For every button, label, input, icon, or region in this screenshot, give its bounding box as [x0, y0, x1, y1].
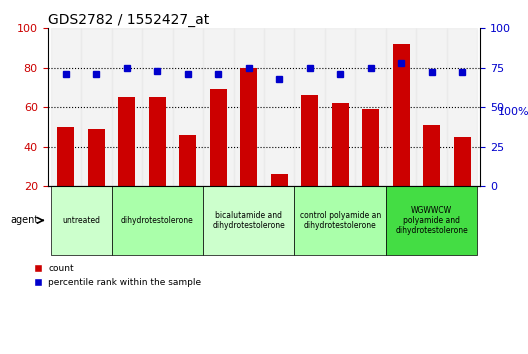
Bar: [51, 28, 81, 186]
Text: GDS2782 / 1552427_at: GDS2782 / 1552427_at: [48, 13, 209, 27]
FancyBboxPatch shape: [111, 186, 203, 255]
Bar: [240, 68, 257, 186]
Bar: [271, 174, 288, 186]
Bar: [393, 44, 410, 186]
Bar: [423, 125, 440, 186]
Y-axis label: 100%: 100%: [498, 107, 528, 117]
Bar: [447, 28, 477, 186]
Bar: [362, 109, 379, 186]
Legend: count, percentile rank within the sample: count, percentile rank within the sample: [31, 261, 205, 290]
Bar: [355, 28, 386, 186]
Bar: [454, 137, 470, 186]
FancyBboxPatch shape: [386, 186, 477, 255]
Bar: [264, 28, 295, 186]
Bar: [233, 28, 264, 186]
Bar: [332, 103, 348, 186]
Bar: [111, 28, 142, 186]
Text: agent: agent: [10, 215, 39, 225]
Bar: [81, 28, 111, 186]
Text: dihydrotestolerone: dihydrotestolerone: [121, 216, 194, 225]
FancyBboxPatch shape: [295, 186, 386, 255]
Bar: [149, 97, 166, 186]
FancyBboxPatch shape: [203, 186, 295, 255]
Bar: [142, 28, 173, 186]
Text: control polyamide an
dihydrotestolerone: control polyamide an dihydrotestolerone: [299, 211, 381, 230]
Bar: [88, 129, 105, 186]
Text: WGWWCW
polyamide and
dihydrotestolerone: WGWWCW polyamide and dihydrotestolerone: [395, 206, 468, 235]
Bar: [203, 28, 233, 186]
Bar: [325, 28, 355, 186]
Bar: [295, 28, 325, 186]
Bar: [173, 28, 203, 186]
Bar: [386, 28, 417, 186]
Bar: [210, 90, 227, 186]
Text: bicalutamide and
dihydrotestolerone: bicalutamide and dihydrotestolerone: [212, 211, 285, 230]
Bar: [417, 28, 447, 186]
Text: untreated: untreated: [62, 216, 100, 225]
Bar: [301, 95, 318, 186]
FancyBboxPatch shape: [51, 186, 111, 255]
Bar: [58, 127, 74, 186]
Bar: [118, 97, 135, 186]
Bar: [180, 135, 196, 186]
